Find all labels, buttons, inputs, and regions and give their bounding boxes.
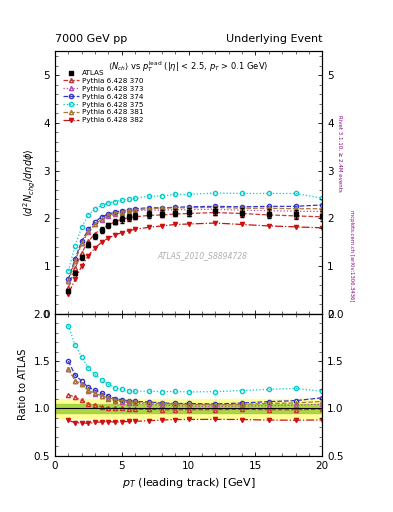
Y-axis label: $\langle d^2 N_{chg}/d\eta d\phi \rangle$: $\langle d^2 N_{chg}/d\eta d\phi \rangle…: [22, 148, 38, 217]
X-axis label: $p_T$ (leading track) [GeV]: $p_T$ (leading track) [GeV]: [122, 476, 255, 490]
Bar: [55, 399, 322, 418]
Text: $\langle N_{ch}\rangle$ vs $p_T^{\mathrm{lead}}$ ($|\eta|$ < 2.5, $p_T$ > 0.1 Ge: $\langle N_{ch}\rangle$ vs $p_T^{\mathrm…: [108, 59, 269, 74]
Text: ATLAS_2010_S8894728: ATLAS_2010_S8894728: [157, 251, 247, 261]
Y-axis label: Ratio to ATLAS: Ratio to ATLAS: [18, 349, 28, 420]
Text: 7000 GeV pp: 7000 GeV pp: [55, 33, 127, 44]
Legend: ATLAS, Pythia 6.428 370, Pythia 6.428 373, Pythia 6.428 374, Pythia 6.428 375, P: ATLAS, Pythia 6.428 370, Pythia 6.428 37…: [61, 67, 147, 126]
Text: Underlying Event: Underlying Event: [226, 33, 322, 44]
Bar: [55, 403, 322, 413]
Text: Rivet 3.1.10, ≥ 2.4M events: Rivet 3.1.10, ≥ 2.4M events: [338, 115, 342, 192]
Text: mcplots.cern.ch [arXiv:1306.3436]: mcplots.cern.ch [arXiv:1306.3436]: [349, 210, 354, 302]
